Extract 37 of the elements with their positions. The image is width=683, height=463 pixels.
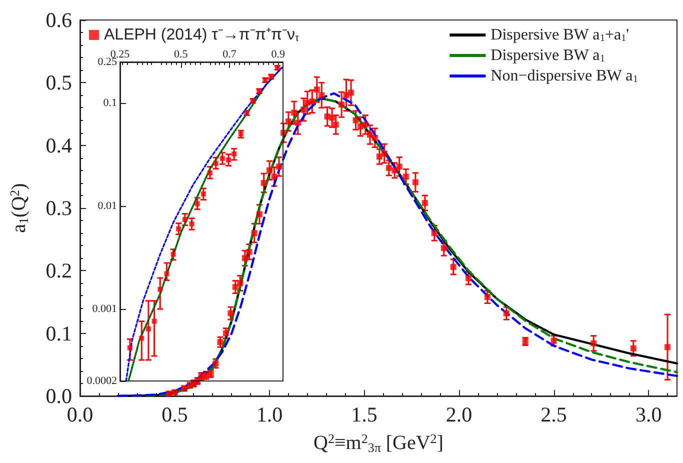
- point: [189, 221, 194, 226]
- x-tick-label: 0.9: [271, 48, 286, 60]
- y-tick-label: 0.1: [103, 96, 117, 109]
- x-tick-label: 0.5: [162, 402, 188, 426]
- x-tick-label: 0.5: [174, 48, 188, 60]
- y-tick-label: 0.001: [92, 303, 117, 315]
- y-axis-title: a1(Q2): [7, 183, 31, 233]
- point: [213, 160, 218, 166]
- point: [208, 170, 213, 176]
- y-tick-label: 0.01: [98, 200, 117, 212]
- x-tick-label: 1.5: [351, 402, 378, 426]
- y-tick-label: 0.5: [46, 70, 72, 95]
- point: [220, 156, 225, 161]
- point: [127, 345, 132, 350]
- point: [158, 286, 163, 292]
- point: [146, 326, 151, 332]
- x-tick-label: 0.7: [222, 48, 237, 60]
- point: [200, 191, 206, 196]
- y-tick-label: 0.1: [46, 321, 72, 346]
- point: [182, 216, 188, 222]
- point: [170, 252, 176, 257]
- point: [232, 151, 237, 156]
- x-tick-label: 3.0: [635, 402, 662, 426]
- point: [152, 318, 157, 324]
- y-tick-label: 0.6: [46, 8, 72, 32]
- y-tick-label: 0.2: [46, 258, 72, 283]
- point: [164, 271, 170, 276]
- point: [194, 201, 200, 206]
- y-tick-label: 0.0002: [86, 375, 117, 387]
- point: [139, 336, 144, 341]
- point: [176, 226, 182, 232]
- x-tick-label: 2.5: [540, 402, 567, 426]
- y-tick-label: 0.3: [46, 196, 72, 220]
- x-tick-label: 1.0: [256, 402, 283, 426]
- y-tick-label: 0.4: [46, 133, 72, 158]
- x-tick-label: 2.0: [446, 402, 472, 426]
- point: [226, 157, 232, 162]
